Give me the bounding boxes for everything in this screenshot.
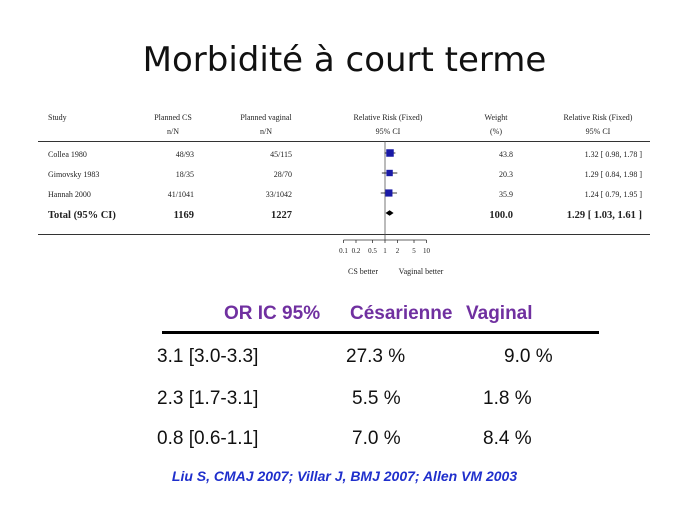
table-cell-vaginal: 9.0 % (504, 346, 553, 367)
total-study: Total (95% CI) (48, 210, 116, 221)
row-weight: 43.8 (499, 150, 513, 159)
header-rr-line1: Relative Risk (Fixed) (353, 113, 423, 122)
table-cell-cesarienne: 27.3 % (346, 346, 406, 367)
row-cs: 48/93 (175, 150, 194, 159)
row-rr-text: 1.24 [ 0.79, 1.95 ] (584, 190, 642, 199)
row-vag: 33/1042 (265, 190, 292, 199)
x-axis-tick-label: 0.2 (352, 247, 361, 255)
forest-plot: Study Planned CS n/N Planned vaginal n/N… (38, 108, 650, 288)
x-axis-tick-label: 1 (383, 247, 387, 255)
total-vag: 1227 (271, 210, 292, 221)
header-weight-line1: Weight (484, 113, 508, 122)
x-axis-tick-label: 0.5 (368, 247, 377, 255)
table-header-cesarienne: Césarienne (350, 303, 453, 324)
forest-plot-graphic: 0.1 0.2 0.5 1 2 5 10 (339, 141, 431, 255)
row-study: Hannah 2000 (48, 190, 91, 199)
row-rr-text: 1.32 [ 0.98, 1.78 ] (584, 150, 642, 159)
header-study: Study (48, 113, 67, 122)
header-weight-line2: (%) (490, 127, 502, 136)
slide-title: Morbidité à court terme (142, 40, 547, 80)
header-vag-line2: n/N (260, 127, 272, 136)
bottom-rule (38, 234, 650, 235)
total-cs: 1169 (173, 210, 194, 221)
axis-right-label: Vaginal better (398, 267, 444, 276)
header-vag-line1: Planned vaginal (240, 113, 292, 122)
row-weight: 35.9 (499, 190, 513, 199)
total-weight: 100.0 (489, 210, 513, 221)
row-study: Collea 1980 (48, 150, 87, 159)
effect-marker (386, 149, 394, 157)
pooled-diamond (385, 210, 394, 216)
references: Liu S, CMAJ 2007; Villar J, BMJ 2007; Al… (171, 468, 518, 484)
x-axis-tick-label: 2 (396, 247, 400, 255)
table-header-vaginal: Vaginal (466, 303, 533, 324)
total-rr-text: 1.29 [ 1.03, 1.61 ] (566, 210, 642, 221)
header-cs-line1: Planned CS (154, 113, 192, 122)
effect-marker (386, 169, 393, 177)
row-vag: 28/70 (273, 170, 292, 179)
row-weight: 20.3 (499, 170, 513, 179)
x-axis-tick-label: 0.1 (339, 247, 348, 255)
table-cell-cesarienne: 7.0 % (352, 428, 401, 449)
x-axis-tick-label: 10 (423, 247, 431, 255)
header-rrci-line2: 95% CI (585, 127, 611, 136)
table-cell-vaginal: 8.4 % (483, 428, 532, 449)
table-header-or: OR IC 95% (224, 303, 321, 324)
row-study: Gimovsky 1983 (48, 170, 100, 179)
row-cs: 41/1041 (167, 190, 194, 199)
table-cell-or: 3.1 [3.0-3.3] (157, 346, 259, 367)
table-header-rule (162, 331, 599, 334)
header-rrci-line1: Relative Risk (Fixed) (563, 113, 633, 122)
row-cs: 18/35 (175, 170, 194, 179)
table-cell-or: 0.8 [0.6-1.1] (157, 428, 259, 449)
row-rr-text: 1.29 [ 0.84, 1.98 ] (584, 170, 642, 179)
header-rule (38, 141, 650, 142)
table-cell-vaginal: 1.8 % (483, 388, 532, 409)
x-axis-tick-label: 5 (412, 247, 416, 255)
effect-marker (385, 189, 393, 197)
header-rr-line2: 95% CI (375, 127, 401, 136)
header-cs-line2: n/N (167, 127, 179, 136)
table-cell-or: 2.3 [1.7-3.1] (157, 388, 259, 409)
table-cell-cesarienne: 5.5 % (352, 388, 401, 409)
axis-left-label: CS better (348, 267, 378, 276)
row-vag: 45/115 (270, 150, 292, 159)
